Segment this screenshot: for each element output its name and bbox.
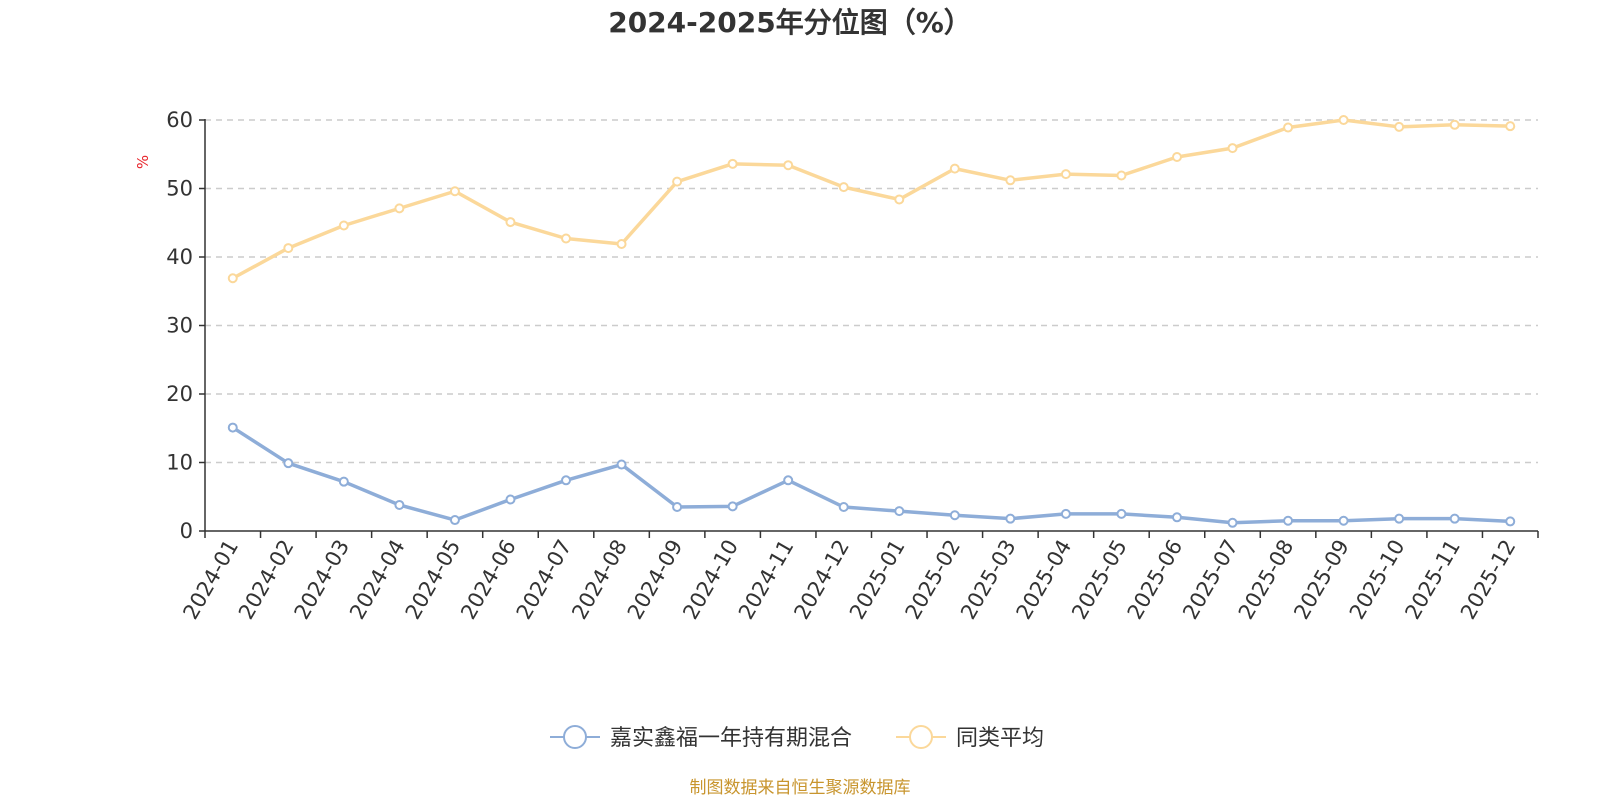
- x-tick-label: 2024-09: [623, 536, 688, 624]
- data-point[interactable]: [1283, 122, 1294, 133]
- data-point[interactable]: [616, 459, 627, 470]
- x-tick-label: 2024-05: [401, 536, 466, 624]
- data-point[interactable]: [338, 220, 349, 231]
- data-point[interactable]: [1283, 515, 1294, 526]
- data-source-note: 制图数据来自恒生聚源数据库: [690, 778, 911, 798]
- data-point[interactable]: [338, 476, 349, 487]
- x-tick-label: 2025-01: [845, 536, 910, 624]
- x-tick-label: 2024-11: [734, 536, 799, 624]
- data-point[interactable]: [894, 194, 905, 205]
- x-tick-label: 2025-02: [900, 536, 965, 624]
- data-point[interactable]: [1171, 512, 1182, 523]
- x-tick-label: 2025-11: [1400, 536, 1465, 624]
- data-point[interactable]: [1449, 119, 1460, 130]
- data-point[interactable]: [783, 475, 794, 486]
- data-point[interactable]: [1505, 516, 1516, 527]
- x-tick-label: 2025-05: [1067, 536, 1132, 624]
- data-point[interactable]: [1116, 508, 1127, 519]
- series-layer: [227, 115, 1516, 528]
- series-line-1: [231, 118, 1511, 280]
- data-point[interactable]: [1060, 169, 1071, 180]
- data-point[interactable]: [1338, 515, 1349, 526]
- data-point[interactable]: [449, 186, 460, 197]
- y-tick-label: 60: [166, 108, 193, 132]
- data-point[interactable]: [783, 160, 794, 171]
- legend-item-average[interactable]: 同类平均: [896, 725, 1044, 751]
- y-axis-ticks: 0 10 20 30 40 50 60: [166, 108, 205, 543]
- data-point[interactable]: [1394, 513, 1405, 524]
- data-point[interactable]: [505, 494, 516, 505]
- x-tick-label: 2024-06: [456, 536, 521, 624]
- data-point[interactable]: [1116, 170, 1127, 181]
- data-point[interactable]: [283, 458, 294, 469]
- x-tick-label: 2025-06: [1123, 536, 1188, 624]
- data-point[interactable]: [283, 243, 294, 254]
- y-tick-label: 50: [166, 177, 193, 201]
- data-point[interactable]: [561, 475, 572, 486]
- x-tick-label: 2024-08: [567, 536, 632, 624]
- legend-fund-label: 嘉实鑫福一年持有期混合: [610, 726, 852, 751]
- x-axis-ticks: 2024-012024-022024-032024-042024-052024-…: [178, 531, 1539, 624]
- y-tick-label: 20: [166, 382, 193, 406]
- data-point[interactable]: [1449, 513, 1460, 524]
- data-point[interactable]: [1227, 517, 1238, 528]
- data-point[interactable]: [1505, 121, 1516, 132]
- data-point[interactable]: [394, 203, 405, 214]
- data-point[interactable]: [227, 422, 238, 433]
- x-tick-label: 2025-08: [1234, 536, 1299, 624]
- data-point[interactable]: [727, 501, 738, 512]
- x-tick-label: 2024-07: [512, 536, 577, 624]
- legend-average-marker-icon: [909, 725, 933, 749]
- x-tick-label: 2025-04: [1012, 536, 1077, 624]
- x-tick-label: 2024-04: [345, 536, 410, 624]
- x-tick-label: 2025-10: [1345, 536, 1410, 624]
- data-point[interactable]: [672, 502, 683, 513]
- x-tick-label: 2024-12: [789, 536, 854, 624]
- data-point[interactable]: [1060, 508, 1071, 519]
- y-tick-label: 0: [180, 519, 193, 543]
- legend-item-fund[interactable]: 嘉实鑫福一年持有期混合: [550, 725, 852, 751]
- x-tick-label: 2024-02: [234, 536, 299, 624]
- data-point[interactable]: [561, 233, 572, 244]
- data-point[interactable]: [894, 506, 905, 517]
- data-point[interactable]: [672, 176, 683, 187]
- x-tick-label: 2024-03: [290, 536, 355, 624]
- legend-average-label: 同类平均: [956, 726, 1044, 751]
- data-point[interactable]: [949, 510, 960, 521]
- y-tick-label: 10: [166, 451, 193, 475]
- data-point[interactable]: [1338, 115, 1349, 125]
- x-tick-label: 2025-09: [1289, 536, 1354, 624]
- data-point[interactable]: [394, 499, 405, 510]
- data-point[interactable]: [505, 217, 516, 228]
- data-point[interactable]: [949, 163, 960, 174]
- data-point[interactable]: [616, 238, 627, 249]
- x-tick-label: 2025-03: [956, 536, 1021, 624]
- data-point[interactable]: [1005, 175, 1016, 186]
- data-point[interactable]: [727, 158, 738, 169]
- data-point[interactable]: [1227, 143, 1238, 154]
- legend: 嘉实鑫福一年持有期混合 同类平均: [550, 725, 1044, 751]
- y-tick-label: 40: [166, 245, 193, 269]
- data-point[interactable]: [227, 273, 238, 284]
- data-point[interactable]: [1005, 513, 1016, 524]
- data-point[interactable]: [1171, 151, 1182, 162]
- series-line-0: [231, 426, 1511, 525]
- y-axis-unit-label: %: [134, 155, 152, 169]
- grid-lines: [205, 119, 1538, 464]
- data-point[interactable]: [449, 515, 460, 526]
- data-point[interactable]: [838, 502, 849, 513]
- data-point[interactable]: [1394, 121, 1405, 132]
- x-tick-label: 2024-01: [178, 536, 243, 624]
- y-tick-label: 30: [166, 314, 193, 338]
- x-tick-label: 2025-12: [1456, 536, 1521, 624]
- x-tick-label: 2025-07: [1178, 536, 1243, 624]
- chart-title: 2024-2025年分位图（%）: [608, 6, 972, 39]
- legend-fund-marker-icon: [563, 725, 587, 749]
- data-point[interactable]: [838, 182, 849, 193]
- x-tick-label: 2024-10: [678, 536, 743, 624]
